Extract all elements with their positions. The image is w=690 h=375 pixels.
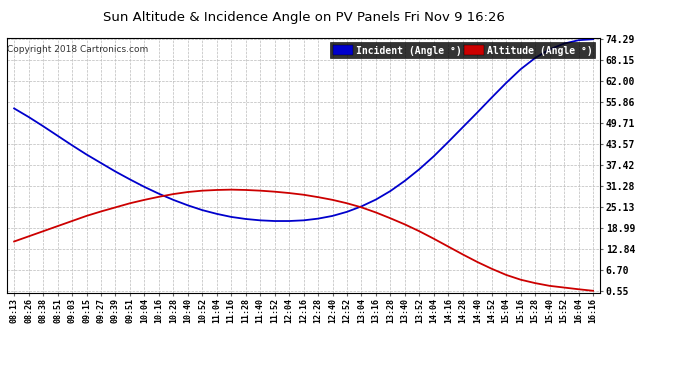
Legend: Incident (Angle °), Altitude (Angle °): Incident (Angle °), Altitude (Angle °): [331, 42, 595, 58]
Text: Sun Altitude & Incidence Angle on PV Panels Fri Nov 9 16:26: Sun Altitude & Incidence Angle on PV Pan…: [103, 11, 504, 24]
Text: Copyright 2018 Cartronics.com: Copyright 2018 Cartronics.com: [8, 45, 149, 54]
